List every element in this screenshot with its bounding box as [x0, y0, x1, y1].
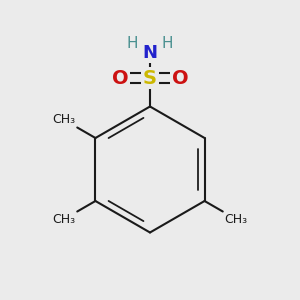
Text: CH₃: CH₃: [52, 213, 76, 226]
Text: N: N: [142, 44, 158, 62]
Text: H: H: [127, 36, 138, 51]
Text: CH₃: CH₃: [52, 113, 76, 126]
Text: S: S: [143, 68, 157, 88]
Text: CH₃: CH₃: [224, 213, 247, 226]
Text: O: O: [172, 68, 188, 88]
Text: H: H: [162, 36, 173, 51]
Text: O: O: [112, 68, 128, 88]
